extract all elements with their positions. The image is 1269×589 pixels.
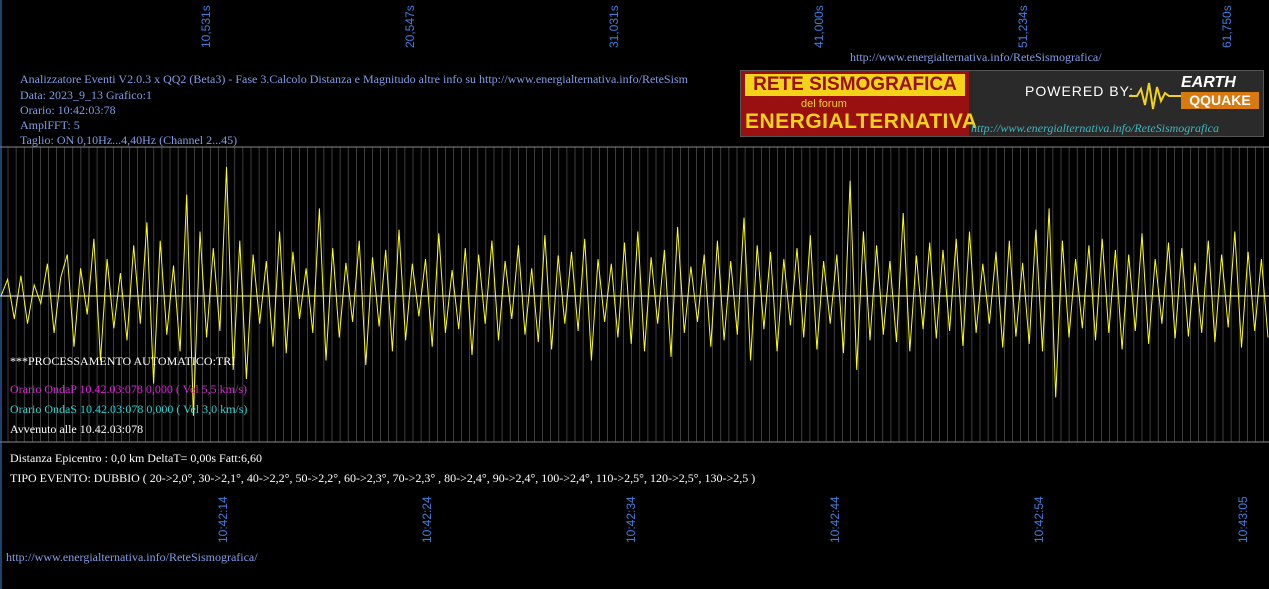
rete-sismografica-banner[interactable]: RETE SISMOGRAFICA del forum ENERGIALTERN… bbox=[740, 70, 1264, 137]
epicenter-distance: Distanza Epicentro : 0,0 km DeltaT= 0,00… bbox=[10, 451, 263, 465]
info-line-analyzer: Analizzatore Eventi V2.0.3 x QQ2 (Beta3)… bbox=[20, 72, 688, 86]
top-tick-label: 10,531s bbox=[199, 5, 213, 48]
bottom-tick-label: 10:42:54 bbox=[1032, 496, 1046, 543]
top-tick-label: 41,000s bbox=[812, 5, 826, 48]
banner-forum-name: ENERGIALTERNATIVA bbox=[745, 110, 978, 133]
top-url[interactable]: http://www.energialternativa.info/ReteSi… bbox=[850, 50, 1102, 64]
seismo-wave-icon bbox=[1129, 82, 1181, 110]
auto-processing-label: ***PROCESSAMENTO AUTOMATICO:TRI bbox=[10, 354, 236, 368]
bottom-tick-label: 10:42:14 bbox=[216, 496, 230, 543]
info-line-time: Orario: 10:42:03:78 bbox=[20, 103, 116, 117]
banner-powered-by: POWERED BY: bbox=[1025, 83, 1135, 99]
event-occurred-time: Avvenuto alle 10.42.03:078 bbox=[10, 422, 144, 436]
top-tick-label: 61,750s bbox=[1220, 5, 1234, 48]
top-tick-label: 51,234s bbox=[1016, 5, 1030, 48]
event-type: TIPO EVENTO: DUBBIO ( 20->2,0°, 30->2,1°… bbox=[10, 471, 756, 485]
grid-lines bbox=[7, 147, 1264, 442]
onda-p-time: Orario OndaP 10.42.03:078 0,000 ( Vel 5,… bbox=[10, 382, 247, 396]
info-line-date: Data: 2023_9_13 Grafico:1 bbox=[20, 88, 152, 102]
info-line-filter: Taglio: ON 0,10Hz...4,40Hz (Channel 2...… bbox=[20, 133, 238, 147]
top-tick-label: 20,547s bbox=[403, 5, 417, 48]
bottom-tick-label: 10:42:44 bbox=[828, 496, 842, 543]
bottom-tick-label: 10:42:34 bbox=[624, 496, 638, 543]
onda-s-time: Orario OndaS 10.42.03:078 0,000 ( Vel 3,… bbox=[10, 402, 248, 416]
earthquake-logo-bottom: QQUAKE bbox=[1181, 92, 1259, 109]
banner-title: RETE SISMOGRAFICA bbox=[745, 74, 965, 96]
bottom-tick-label: 10:43:05 bbox=[1236, 496, 1250, 543]
seismic-trace-line bbox=[0, 166, 1269, 416]
info-line-amplfft: AmplFFT: 5 bbox=[20, 118, 80, 132]
banner-url[interactable]: http://www.energialternativa.info/ReteSi… bbox=[971, 121, 1219, 135]
banner-subtitle: del forum bbox=[801, 98, 847, 110]
seismic-trace-group bbox=[0, 166, 1269, 416]
earthquake-logo-top: EARTH bbox=[1181, 74, 1236, 91]
top-tick-label: 31,031s bbox=[607, 5, 621, 48]
bottom-tick-label: 10:42:24 bbox=[420, 496, 434, 543]
footer-url[interactable]: http://www.energialternativa.info/ReteSi… bbox=[6, 550, 258, 564]
